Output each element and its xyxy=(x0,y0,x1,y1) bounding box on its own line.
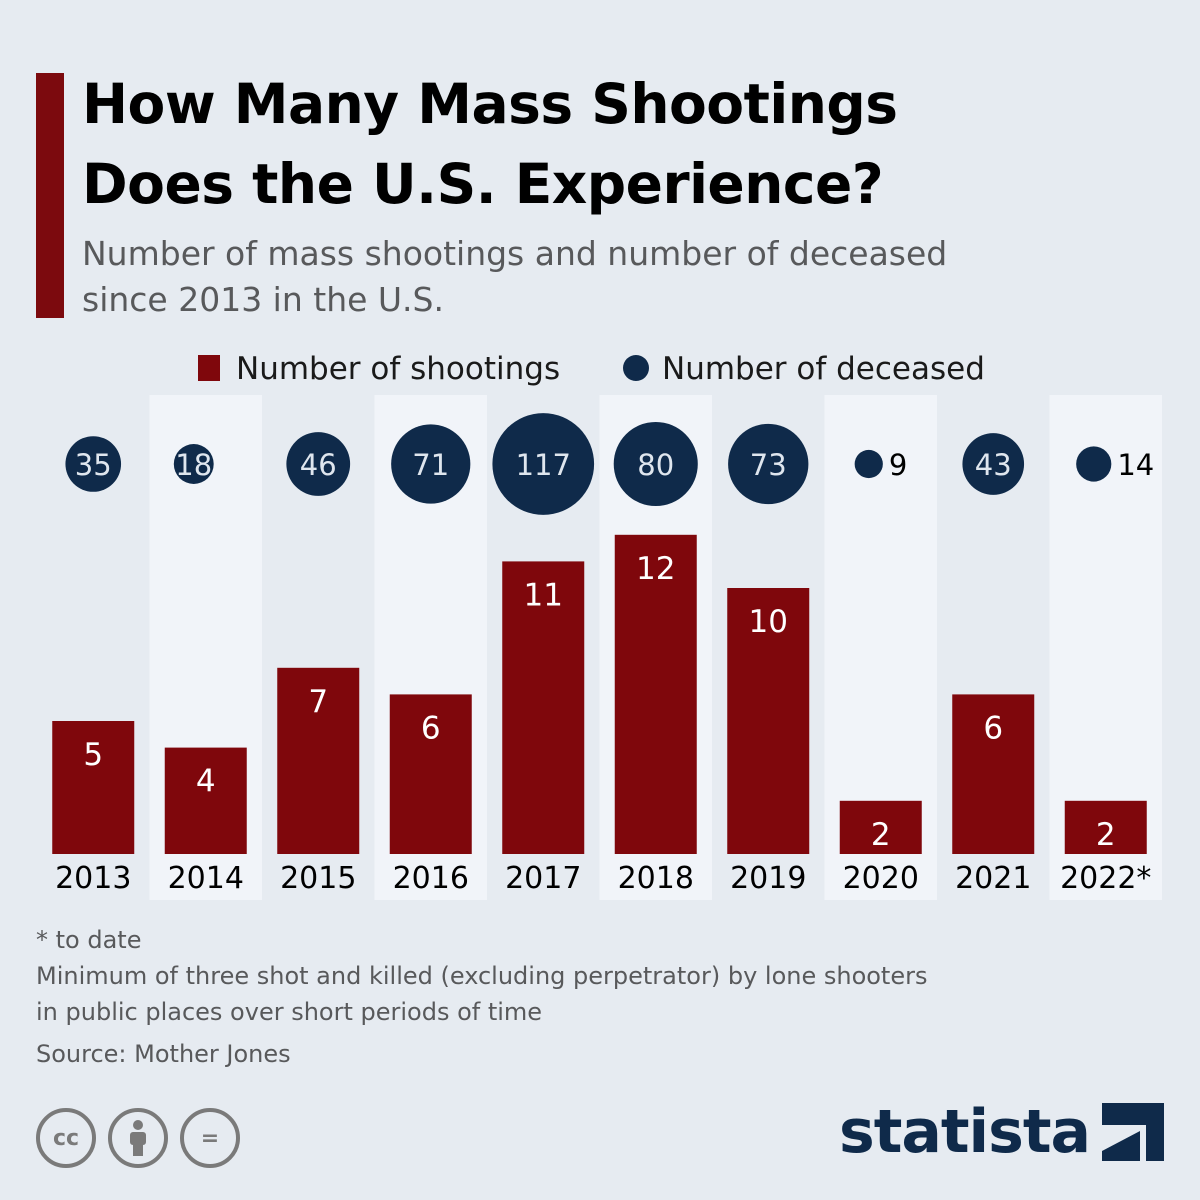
deceased-bubbles: 35 18 46 71 117 80 73 9 43 14 xyxy=(65,413,1154,515)
source-note: Source: Mother Jones xyxy=(36,1040,291,1068)
statista-logo-icon xyxy=(1102,1103,1164,1161)
bubble-deceased-2013[interactable] xyxy=(65,436,122,492)
bar-shootings-2017[interactable] xyxy=(502,561,585,854)
chart-subtitle-line-2: since 2013 in the U.S. xyxy=(82,280,444,319)
x-tick-label: 2016 xyxy=(393,861,469,896)
title-accent-bar xyxy=(36,73,64,318)
x-tick-label: 2020 xyxy=(843,861,919,896)
bar-value-label: 2 xyxy=(1096,817,1116,853)
chart-subtitle: Number of mass shootings and number of d… xyxy=(82,231,1162,323)
bubble-deceased-2016[interactable] xyxy=(391,424,471,504)
bar-value-label: 10 xyxy=(749,604,788,640)
chart-area: Number of shootings Number of deceased 35… xyxy=(52,351,1162,900)
bar-value-label: 2 xyxy=(871,817,891,853)
x-tick-label: 2017 xyxy=(505,861,581,896)
bubble-value-label: 14 xyxy=(1117,448,1154,482)
bubble-value-label: 117 xyxy=(516,448,571,482)
bubble-deceased-2020[interactable] xyxy=(854,449,883,479)
brand: statista xyxy=(839,1092,1164,1172)
bubble-value-label: 73 xyxy=(750,448,787,482)
legend: Number of shootings Number of deceased xyxy=(198,351,985,387)
attribution-icon[interactable] xyxy=(108,1108,168,1168)
bar-shootings-2014[interactable] xyxy=(164,747,247,854)
bar-value-label: 6 xyxy=(421,710,441,746)
bar-shootings-2019[interactable] xyxy=(727,588,810,854)
footnote-definition-line-1: Minimum of three shot and killed (exclud… xyxy=(36,962,928,990)
bar-value-label: 7 xyxy=(308,684,328,720)
no-derivatives-icon[interactable]: = xyxy=(180,1108,240,1168)
legend-label-shootings: Number of shootings xyxy=(236,351,560,387)
bubble-value-label: 18 xyxy=(175,448,212,482)
bubble-deceased-2022[interactable] xyxy=(1076,446,1112,482)
x-tick-label: 2018 xyxy=(618,861,694,896)
legend-swatch-shootings xyxy=(198,355,220,381)
bar-value-label: 11 xyxy=(524,577,563,613)
attribution-person-glyph xyxy=(130,1120,146,1156)
footnote-to-date: * to date xyxy=(36,926,142,954)
footnotes: * to date Minimum of three shot and kill… xyxy=(36,922,1136,1072)
bar-shootings-2016[interactable] xyxy=(389,694,472,854)
bubble-deceased-2017[interactable] xyxy=(492,413,595,515)
bar-value-label: 6 xyxy=(983,710,1003,746)
bubble-value-label: 80 xyxy=(637,448,674,482)
brand-name[interactable]: statista xyxy=(838,1097,1091,1167)
chart-title-line-2: Does the U.S. Experience? xyxy=(82,152,884,216)
x-tick-label: 2021 xyxy=(955,861,1031,896)
bar-value-label: 4 xyxy=(196,764,216,800)
bar-value-label: 12 xyxy=(636,551,675,587)
bubble-value-label: 43 xyxy=(975,448,1012,482)
footnote-definition-line-2: in public places over short periods of t… xyxy=(36,998,543,1026)
bar-shootings-2020[interactable] xyxy=(839,800,922,854)
bar-shootings-2013[interactable] xyxy=(52,721,135,854)
chart-title: How Many Mass Shootings Does the U.S. Ex… xyxy=(82,64,1162,224)
x-tick-label: 2015 xyxy=(280,861,356,896)
bar-value-label: 5 xyxy=(83,737,103,773)
bubble-deceased-2019[interactable] xyxy=(728,423,809,505)
bar-shootings-2021[interactable] xyxy=(952,694,1035,854)
shootings-bars: 5 4 7 6 11 12 10 2 6 2 xyxy=(52,534,1147,854)
x-tick-label: 2019 xyxy=(730,861,806,896)
bubble-value-label: 35 xyxy=(75,448,112,482)
x-tick-label: 2022* xyxy=(1060,861,1151,896)
bubble-deceased-2015[interactable] xyxy=(286,432,351,496)
x-tick-label: 2014 xyxy=(168,861,244,896)
bubble-value-label: 9 xyxy=(889,448,907,482)
no-derivatives-glyph: = xyxy=(200,1125,220,1151)
bubble-deceased-2021[interactable] xyxy=(962,433,1025,495)
bubble-value-label: 46 xyxy=(300,448,337,482)
bubble-deceased-2014[interactable] xyxy=(173,444,214,484)
bar-shootings-2018[interactable] xyxy=(614,534,697,854)
chart-subtitle-line-1: Number of mass shootings and number of d… xyxy=(82,234,948,273)
chart-title-line-1: How Many Mass Shootings xyxy=(82,72,898,136)
x-tick-label: 2013 xyxy=(55,861,131,896)
cc-icon-glyph: cc xyxy=(52,1125,80,1151)
x-axis-labels: 2013 2014 2015 2016 2017 2018 2019 2020 2021 2022… xyxy=(55,861,1151,896)
bar-shootings-2022[interactable] xyxy=(1064,800,1147,854)
bubble-value-label: 71 xyxy=(412,448,449,482)
bar-shootings-2015[interactable] xyxy=(277,667,360,854)
legend-label-deceased: Number of deceased xyxy=(662,351,985,387)
bubble-deceased-2018[interactable] xyxy=(613,421,698,507)
license-icons: cc = xyxy=(36,1108,240,1168)
legend-swatch-deceased xyxy=(623,355,649,381)
cc-icon[interactable]: cc xyxy=(36,1108,96,1168)
